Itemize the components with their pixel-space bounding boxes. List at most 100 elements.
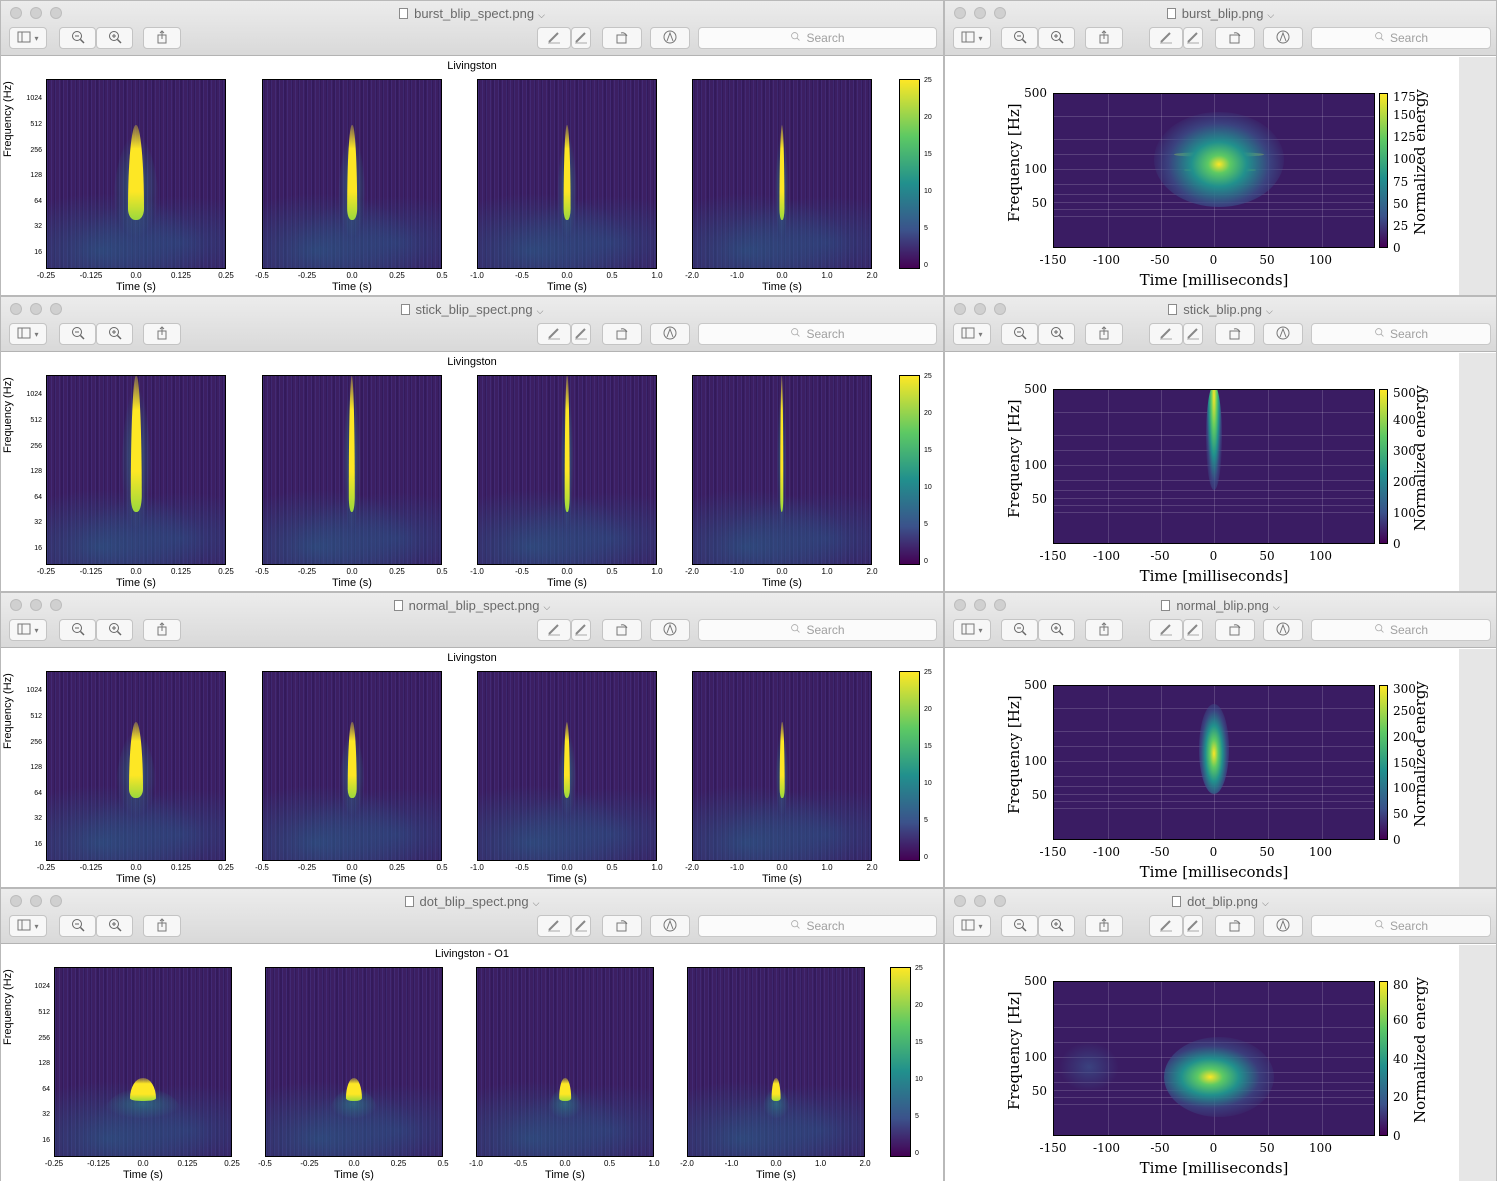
zoom-button[interactable] <box>994 895 1006 907</box>
share-button[interactable] <box>1085 619 1123 641</box>
window-title[interactable]: stick_blip.png ⌵ <box>945 302 1496 317</box>
search-input[interactable]: Search <box>1311 619 1491 641</box>
zoom-button[interactable] <box>994 7 1006 19</box>
zoom-in-button[interactable] <box>1038 915 1075 937</box>
sidebar-toggle-button[interactable]: ▾ <box>9 619 47 641</box>
zoom-button[interactable] <box>50 895 62 907</box>
share-button[interactable] <box>1085 27 1123 49</box>
rotate-button[interactable] <box>602 27 642 49</box>
markup-dropdown-button[interactable] <box>571 915 591 937</box>
close-button[interactable] <box>10 303 22 315</box>
markup-toolbar-button[interactable] <box>650 27 690 49</box>
close-button[interactable] <box>10 599 22 611</box>
rotate-button[interactable] <box>1215 619 1255 641</box>
sidebar-toggle-button[interactable]: ▾ <box>953 323 991 345</box>
markup-pen-button[interactable] <box>537 323 571 345</box>
window-title[interactable]: stick_blip_spect.png ⌵ <box>1 302 943 317</box>
zoom-in-button[interactable] <box>96 619 133 641</box>
close-button[interactable] <box>954 303 966 315</box>
window-title[interactable]: normal_blip_spect.png ⌵ <box>1 598 943 613</box>
markup-toolbar-button[interactable] <box>1263 27 1303 49</box>
share-button[interactable] <box>1085 323 1123 345</box>
minimize-button[interactable] <box>974 303 986 315</box>
window-title[interactable]: dot_blip.png ⌵ <box>945 894 1496 909</box>
close-button[interactable] <box>954 895 966 907</box>
zoom-in-button[interactable] <box>1038 27 1075 49</box>
zoom-out-button[interactable] <box>59 619 96 641</box>
zoom-out-button[interactable] <box>59 915 96 937</box>
markup-dropdown-button[interactable] <box>1183 27 1203 49</box>
minimize-button[interactable] <box>30 895 42 907</box>
markup-toolbar-button[interactable] <box>1263 619 1303 641</box>
rotate-button[interactable] <box>602 323 642 345</box>
search-input[interactable]: Search <box>698 619 937 641</box>
sidebar-toggle-button[interactable]: ▾ <box>953 27 991 49</box>
zoom-in-button[interactable] <box>1038 323 1075 345</box>
zoom-in-button[interactable] <box>1038 619 1075 641</box>
sidebar-toggle-button[interactable]: ▾ <box>9 915 47 937</box>
window-title[interactable]: burst_blip.png ⌵ <box>945 6 1496 21</box>
markup-toolbar-button[interactable] <box>650 323 690 345</box>
markup-dropdown-button[interactable] <box>1183 323 1203 345</box>
share-button[interactable] <box>143 619 181 641</box>
sidebar-toggle-button[interactable]: ▾ <box>953 619 991 641</box>
share-button[interactable] <box>143 915 181 937</box>
minimize-button[interactable] <box>30 303 42 315</box>
close-button[interactable] <box>954 599 966 611</box>
search-input[interactable]: Search <box>698 27 937 49</box>
markup-pen-button[interactable] <box>1149 323 1183 345</box>
search-input[interactable]: Search <box>698 915 937 937</box>
sidebar-toggle-button[interactable]: ▾ <box>9 27 47 49</box>
minimize-button[interactable] <box>974 7 986 19</box>
share-button[interactable] <box>143 27 181 49</box>
markup-dropdown-button[interactable] <box>1183 619 1203 641</box>
zoom-in-button[interactable] <box>96 915 133 937</box>
minimize-button[interactable] <box>30 7 42 19</box>
zoom-button[interactable] <box>50 303 62 315</box>
markup-pen-button[interactable] <box>537 915 571 937</box>
zoom-out-button[interactable] <box>1001 619 1038 641</box>
markup-toolbar-button[interactable] <box>1263 915 1303 937</box>
rotate-button[interactable] <box>602 619 642 641</box>
zoom-out-button[interactable] <box>59 323 96 345</box>
zoom-button[interactable] <box>994 599 1006 611</box>
minimize-button[interactable] <box>30 599 42 611</box>
search-input[interactable]: Search <box>698 323 937 345</box>
close-button[interactable] <box>954 7 966 19</box>
markup-toolbar-button[interactable] <box>1263 323 1303 345</box>
rotate-button[interactable] <box>1215 27 1255 49</box>
zoom-button[interactable] <box>50 599 62 611</box>
share-button[interactable] <box>1085 915 1123 937</box>
share-button[interactable] <box>143 323 181 345</box>
rotate-button[interactable] <box>602 915 642 937</box>
close-button[interactable] <box>10 895 22 907</box>
markup-toolbar-button[interactable] <box>650 915 690 937</box>
zoom-out-button[interactable] <box>1001 915 1038 937</box>
zoom-in-button[interactable] <box>96 323 133 345</box>
minimize-button[interactable] <box>974 599 986 611</box>
sidebar-toggle-button[interactable]: ▾ <box>953 915 991 937</box>
sidebar-toggle-button[interactable]: ▾ <box>9 323 47 345</box>
zoom-button[interactable] <box>994 303 1006 315</box>
minimize-button[interactable] <box>974 895 986 907</box>
rotate-button[interactable] <box>1215 915 1255 937</box>
markup-pen-button[interactable] <box>1149 915 1183 937</box>
markup-pen-button[interactable] <box>537 27 571 49</box>
zoom-out-button[interactable] <box>1001 323 1038 345</box>
search-input[interactable]: Search <box>1311 27 1491 49</box>
markup-dropdown-button[interactable] <box>571 27 591 49</box>
zoom-in-button[interactable] <box>96 27 133 49</box>
zoom-out-button[interactable] <box>59 27 96 49</box>
markup-dropdown-button[interactable] <box>1183 915 1203 937</box>
close-button[interactable] <box>10 7 22 19</box>
window-title[interactable]: normal_blip.png ⌵ <box>945 598 1496 613</box>
markup-pen-button[interactable] <box>1149 27 1183 49</box>
markup-toolbar-button[interactable] <box>650 619 690 641</box>
zoom-out-button[interactable] <box>1001 27 1038 49</box>
markup-pen-button[interactable] <box>1149 619 1183 641</box>
search-input[interactable]: Search <box>1311 915 1491 937</box>
markup-dropdown-button[interactable] <box>571 619 591 641</box>
window-title[interactable]: dot_blip_spect.png ⌵ <box>1 894 943 909</box>
rotate-button[interactable] <box>1215 323 1255 345</box>
markup-dropdown-button[interactable] <box>571 323 591 345</box>
